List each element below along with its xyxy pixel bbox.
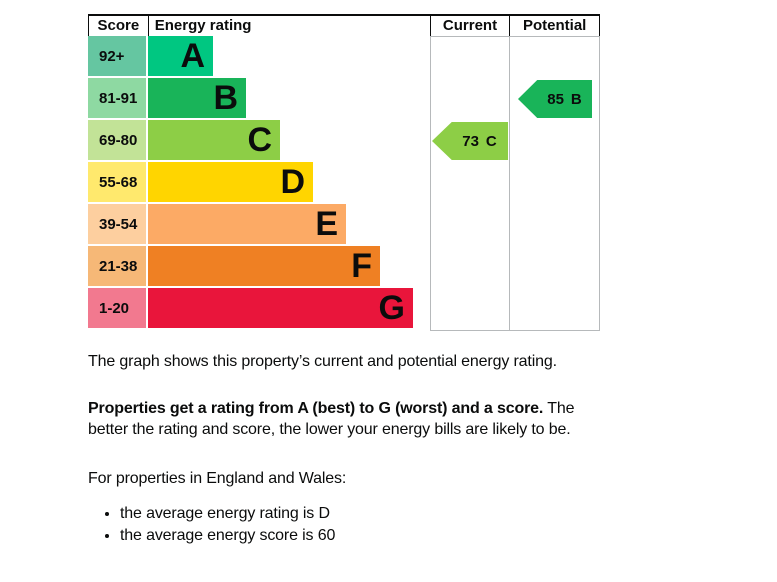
band-bar-g: G <box>148 288 413 328</box>
rating-explanation-rest: The better the rating and score, the low… <box>88 400 575 438</box>
current-band-letter: C <box>485 132 497 150</box>
band-score-range: 69-80 <box>88 120 146 160</box>
band-bar-e: E <box>148 204 346 244</box>
band-bar-a: A <box>148 36 213 76</box>
rating-explanation-bold: Properties get a rating from A (best) to… <box>88 400 544 417</box>
potential-rating-column <box>509 36 600 331</box>
column-header-score: Score <box>97 17 140 34</box>
current-score: 73 <box>462 132 479 150</box>
potential-score: 85 <box>547 90 564 108</box>
band-row-f: 21-38 F <box>88 246 600 286</box>
band-bar-f: F <box>148 246 380 286</box>
average-score-item: the average energy score is 60 <box>120 525 610 546</box>
column-header-energy-rating: Energy rating <box>147 16 430 36</box>
band-row-d: 55-68 D <box>88 162 600 202</box>
rating-bands: 92+ A 81-91 B 69-80 C 55-68 D 39-54 E 21-38 F 1-20 G <box>88 36 600 328</box>
average-rating-item: the average energy rating is D <box>120 503 610 524</box>
averages-list: the average energy rating is D the avera… <box>88 503 610 546</box>
band-score-range: 39-54 <box>88 204 146 244</box>
band-row-g: 1-20 G <box>88 288 600 328</box>
region-line: For properties in England and Wales: <box>88 470 347 487</box>
intro-paragraph: The graph shows this property’s current … <box>88 353 557 370</box>
band-row-b: 81-91 B <box>88 78 600 118</box>
column-header-current: Current <box>429 16 510 36</box>
current-rating-column <box>430 36 510 331</box>
epc-rating-chart: Score Energy rating Current Potential 92… <box>88 14 600 332</box>
band-row-e: 39-54 E <box>88 204 600 244</box>
band-score-range: 92+ <box>88 36 146 76</box>
rating-explanation-paragraph: Properties get a rating from A (best) to… <box>88 398 610 440</box>
band-score-range: 21-38 <box>88 246 146 286</box>
chart-description: The graph shows this property’s current … <box>88 351 610 547</box>
chart-header: Score Energy rating Current Potential <box>88 14 600 36</box>
band-bar-d: D <box>148 162 313 202</box>
potential-band-letter: B <box>570 90 582 108</box>
band-score-range: 81-91 <box>88 78 146 118</box>
band-bar-b: B <box>148 78 246 118</box>
band-score-range: 55-68 <box>88 162 146 202</box>
band-row-a: 92+ A <box>88 36 600 76</box>
column-header-potential: Potential <box>509 16 599 36</box>
band-row-c: 69-80 C <box>88 120 600 160</box>
chart-body: 92+ A 81-91 B 69-80 C 55-68 D 39-54 E 21-38 F 1-20 G … <box>88 36 600 332</box>
band-score-range: 1-20 <box>88 288 146 328</box>
band-bar-c: C <box>148 120 280 160</box>
